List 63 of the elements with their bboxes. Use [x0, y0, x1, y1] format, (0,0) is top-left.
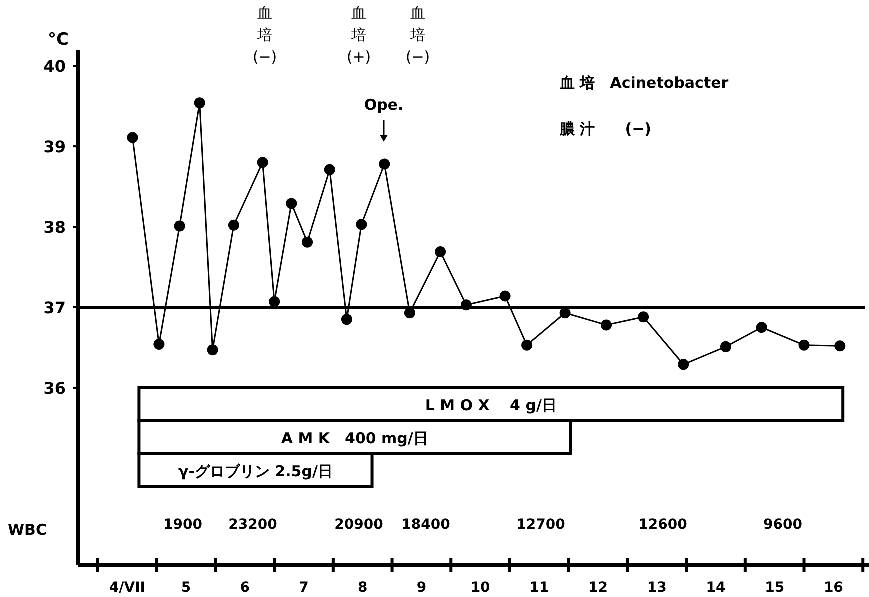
point — [228, 220, 240, 231]
annotation: Ope. — [364, 96, 404, 114]
x-tick-label: 7 — [299, 580, 309, 596]
point — [560, 308, 571, 319]
point — [207, 344, 218, 356]
annotation: 12600 — [638, 516, 688, 533]
text: WBC — [8, 520, 47, 539]
point — [154, 339, 165, 350]
point — [638, 312, 650, 323]
annotation: 20900 — [334, 516, 384, 533]
annotation: 18400 — [402, 516, 451, 533]
point — [257, 157, 268, 168]
band-label: L M O X 4 g/日 — [425, 396, 557, 414]
annotation: 血 培 Acinetobacter — [559, 74, 730, 92]
point — [601, 320, 612, 331]
x-tick-label: 13 — [647, 580, 667, 596]
point — [500, 290, 511, 302]
point — [194, 98, 206, 109]
x-tick-label: 4/VII — [109, 580, 146, 596]
point — [435, 246, 446, 258]
x-tick-label: 8 — [358, 580, 368, 596]
y-tick-label: 38 — [44, 218, 66, 238]
point — [356, 219, 368, 230]
y-axis-title: °C — [48, 30, 69, 50]
x-tick-label: 9 — [416, 580, 427, 596]
annotation: 1900 — [164, 516, 203, 533]
point — [756, 322, 768, 334]
y-tick-label: 37 — [44, 298, 66, 318]
x-tick-label: 15 — [765, 580, 785, 596]
point — [302, 236, 314, 248]
point — [379, 158, 390, 170]
point — [720, 341, 732, 352]
point — [522, 340, 533, 351]
annotation: 血培(−) — [406, 4, 430, 66]
x-tick-label: 10 — [470, 580, 491, 596]
y-tick-label: 40 — [44, 57, 66, 76]
x-tick-label: 5 — [181, 580, 192, 596]
point — [286, 198, 298, 210]
point — [127, 132, 138, 144]
annotation: 血培(+) — [346, 4, 372, 66]
point — [404, 308, 416, 319]
point — [678, 359, 690, 370]
band-label: A M K 400 mg/日 — [281, 429, 428, 448]
x-tick-label: 12 — [588, 580, 608, 596]
point — [460, 300, 472, 311]
point — [834, 340, 846, 352]
annotation: 9600 — [764, 516, 803, 533]
band-label: γ-グロブリン 2.5g/日 — [178, 462, 333, 480]
y-tick-label: 36 — [44, 378, 66, 398]
point — [798, 340, 810, 351]
x-tick-label: 16 — [824, 580, 844, 596]
x-tick-label: 14 — [706, 580, 726, 596]
y-tick-label: 39 — [44, 138, 66, 157]
point — [324, 164, 336, 176]
point — [269, 296, 280, 308]
annotation: 膿 汁 (−) — [559, 120, 652, 138]
point — [341, 314, 352, 326]
point — [174, 220, 186, 232]
x-tick-label: 6 — [240, 580, 250, 596]
annotation: 23200 — [228, 516, 278, 533]
annotation: 血培(−) — [252, 4, 278, 66]
annotation: 12700 — [516, 516, 566, 533]
x-tick-label: 11 — [530, 580, 550, 596]
